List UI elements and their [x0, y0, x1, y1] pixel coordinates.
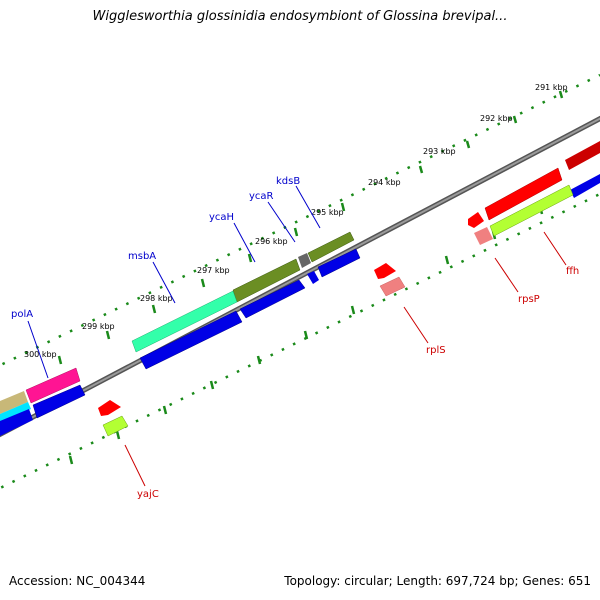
leader-msbA: [152, 261, 176, 304]
tick-label-291: 291 kbp: [535, 83, 568, 92]
gene-label-ffh: ffh: [566, 266, 579, 277]
feature-blue-1: [317, 248, 361, 278]
feature-ffh-red: [484, 167, 563, 221]
label-leaders: [27, 185, 567, 487]
leader-ycaR: [267, 201, 296, 243]
tick-label-298: 298 kbp: [140, 294, 173, 303]
map-title: Wigglesworthia glossinidia endosymbiont …: [92, 9, 508, 24]
gene-labels: kdsB ycaR ycaH msbA polA ffh rpsP rplS y…: [11, 176, 579, 500]
topology-text: Topology: circular; Length: 697,724 bp; …: [284, 574, 591, 588]
sequence-backbone: [0, 115, 600, 438]
feature-kdsB-olive: [307, 231, 355, 263]
forward-strand-features: [0, 141, 600, 423]
leader-kdsB: [295, 185, 321, 229]
feature-polA-magenta: [25, 367, 81, 404]
reverse-rna-features: [98, 184, 574, 437]
gene-label-yajC: yajC: [137, 489, 159, 500]
tick-label-299: 299 kbp: [82, 322, 115, 331]
leader-rpsP: [494, 257, 519, 293]
leader-polA: [27, 320, 49, 379]
tick-label-295: 295 kbp: [311, 208, 344, 217]
feature-blue-2: [239, 279, 306, 319]
tick-labels: 291 kbp 292 kbp 293 kbp 294 kbp 295 kbp …: [24, 83, 568, 359]
feature-blue-small: [307, 271, 319, 284]
feature-cyan: [0, 402, 31, 423]
feature-rpsP-red-small: [468, 212, 484, 228]
feature-msbA-aqua: [131, 290, 238, 353]
feature-blue-ffh-adj: [570, 174, 600, 198]
gene-label-kdsB: kdsB: [276, 176, 300, 187]
tick-label-296: 296 kbp: [255, 237, 288, 246]
gene-label-ycaR: ycaR: [249, 191, 274, 202]
tick-label-293: 293 kbp: [423, 147, 456, 156]
inner-tick-track: [0, 192, 600, 490]
feature-blue-5: [0, 409, 33, 436]
tick-label-300: 300 kbp: [24, 350, 57, 359]
feature-rplS-pink: [379, 276, 406, 297]
feature-blue-3: [139, 310, 243, 370]
leader-ycaH: [233, 222, 256, 263]
feature-yajC-red: [98, 400, 121, 416]
leader-rplS: [403, 306, 429, 344]
gene-label-rpsP: rpsP: [518, 294, 540, 305]
leader-yajC: [124, 444, 146, 487]
tick-label-294: 294 kbp: [368, 178, 401, 187]
feature-rpsP-olive: [565, 141, 600, 170]
gene-label-rplS: rplS: [426, 345, 446, 356]
feature-yajC-lime: [102, 415, 129, 437]
outer-tick-track: [0, 73, 600, 367]
feature-rplS-red: [374, 263, 396, 279]
feature-rpsP-pink: [474, 227, 493, 245]
blue-cds-track: [0, 174, 600, 436]
leader-ffh: [543, 231, 567, 266]
tick-label-297: 297 kbp: [197, 266, 230, 275]
feature-tan: [0, 391, 28, 414]
gene-label-polA: polA: [11, 309, 33, 320]
tick-label-292: 292 kbp: [480, 114, 513, 123]
feature-blue-4: [32, 384, 86, 419]
gene-label-msbA: msbA: [128, 251, 156, 262]
gene-label-ycaH: ycaH: [209, 212, 234, 223]
feature-ycaR-gray: [298, 253, 311, 268]
accession-text: Accession: NC_004344: [9, 574, 146, 588]
feature-ffh-lime: [489, 184, 574, 237]
